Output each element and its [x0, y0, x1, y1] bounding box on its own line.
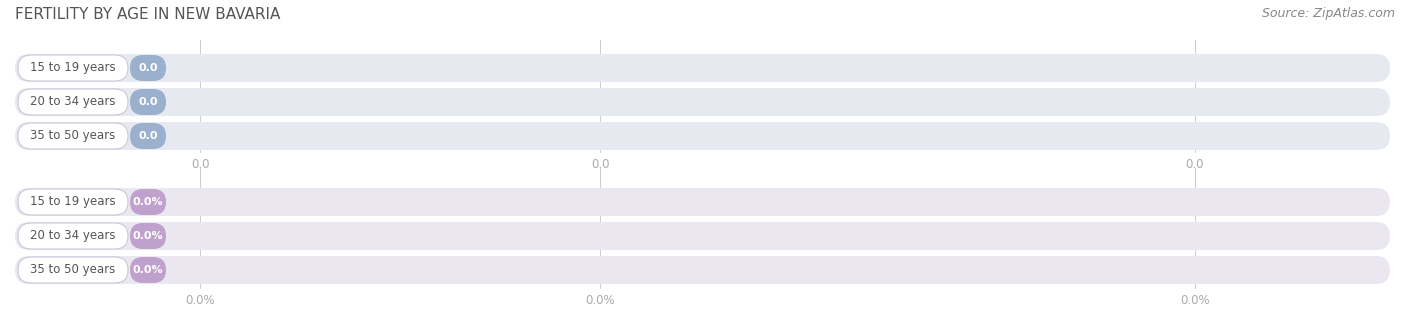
Text: 15 to 19 years: 15 to 19 years — [30, 195, 115, 209]
Text: Source: ZipAtlas.com: Source: ZipAtlas.com — [1263, 7, 1395, 20]
Text: 0.0%: 0.0% — [1180, 294, 1209, 307]
FancyBboxPatch shape — [18, 89, 128, 115]
Text: 35 to 50 years: 35 to 50 years — [31, 129, 115, 143]
Text: 0.0: 0.0 — [138, 97, 157, 107]
Text: 20 to 34 years: 20 to 34 years — [31, 95, 115, 109]
FancyBboxPatch shape — [18, 123, 128, 149]
FancyBboxPatch shape — [129, 257, 166, 283]
Text: 15 to 19 years: 15 to 19 years — [30, 61, 115, 75]
Text: 0.0%: 0.0% — [132, 197, 163, 207]
Text: 0.0%: 0.0% — [132, 265, 163, 275]
FancyBboxPatch shape — [129, 123, 166, 149]
FancyBboxPatch shape — [15, 88, 1391, 116]
Text: 0.0: 0.0 — [138, 131, 157, 141]
FancyBboxPatch shape — [18, 55, 128, 81]
FancyBboxPatch shape — [15, 256, 1391, 284]
Text: 0.0: 0.0 — [1185, 158, 1205, 171]
FancyBboxPatch shape — [18, 223, 128, 249]
FancyBboxPatch shape — [129, 55, 166, 81]
Text: 0.0%: 0.0% — [585, 294, 614, 307]
FancyBboxPatch shape — [15, 122, 1391, 150]
FancyBboxPatch shape — [15, 54, 1391, 82]
Text: 20 to 34 years: 20 to 34 years — [31, 229, 115, 243]
FancyBboxPatch shape — [15, 222, 1391, 250]
FancyBboxPatch shape — [15, 188, 1391, 216]
Text: 0.0%: 0.0% — [132, 231, 163, 241]
FancyBboxPatch shape — [18, 189, 128, 215]
Text: 35 to 50 years: 35 to 50 years — [31, 263, 115, 277]
FancyBboxPatch shape — [129, 89, 166, 115]
Text: 0.0: 0.0 — [191, 158, 209, 171]
FancyBboxPatch shape — [18, 257, 128, 283]
Text: 0.0%: 0.0% — [186, 294, 215, 307]
Text: FERTILITY BY AGE IN NEW BAVARIA: FERTILITY BY AGE IN NEW BAVARIA — [15, 7, 280, 22]
FancyBboxPatch shape — [129, 189, 166, 215]
FancyBboxPatch shape — [129, 223, 166, 249]
Text: 0.0: 0.0 — [591, 158, 609, 171]
Text: 0.0: 0.0 — [138, 63, 157, 73]
